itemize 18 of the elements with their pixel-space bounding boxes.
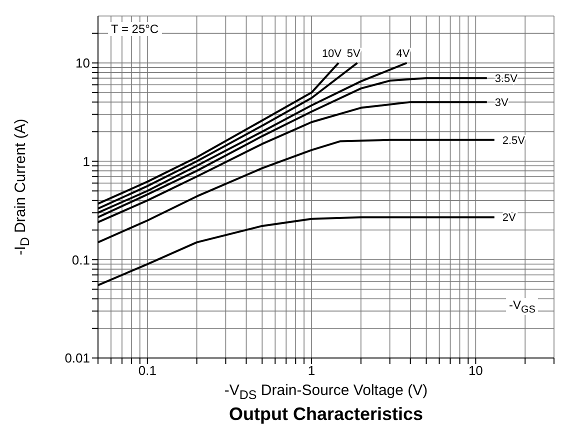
x-tick-label: 0.1 [138, 363, 156, 378]
annotation: T = 25°C [108, 22, 162, 36]
text: Output Characteristics [228, 404, 424, 425]
series-label: 5V [346, 48, 361, 60]
series-label: 2.5V [502, 134, 526, 147]
y-tick-label: 0.01 [64, 350, 90, 366]
series-label: 4V [396, 48, 410, 60]
series-label: 3V [494, 97, 509, 110]
y-tick-label: 1 [82, 154, 90, 169]
legend-title: -V$_{GS}$ [506, 298, 538, 316]
series-label: 10V [322, 48, 342, 60]
x-tick-label: 1 [308, 363, 316, 378]
x-axis-title: -V$_{DS}$ Drain-Source Voltage (V) [224, 382, 428, 402]
series-label: 2V [502, 212, 517, 224]
y-tick-label: 0.1 [72, 252, 90, 268]
series-label: 3.5V [494, 73, 518, 86]
x-tick-label: 10 [468, 363, 483, 378]
y-tick-label: 10 [76, 56, 90, 71]
